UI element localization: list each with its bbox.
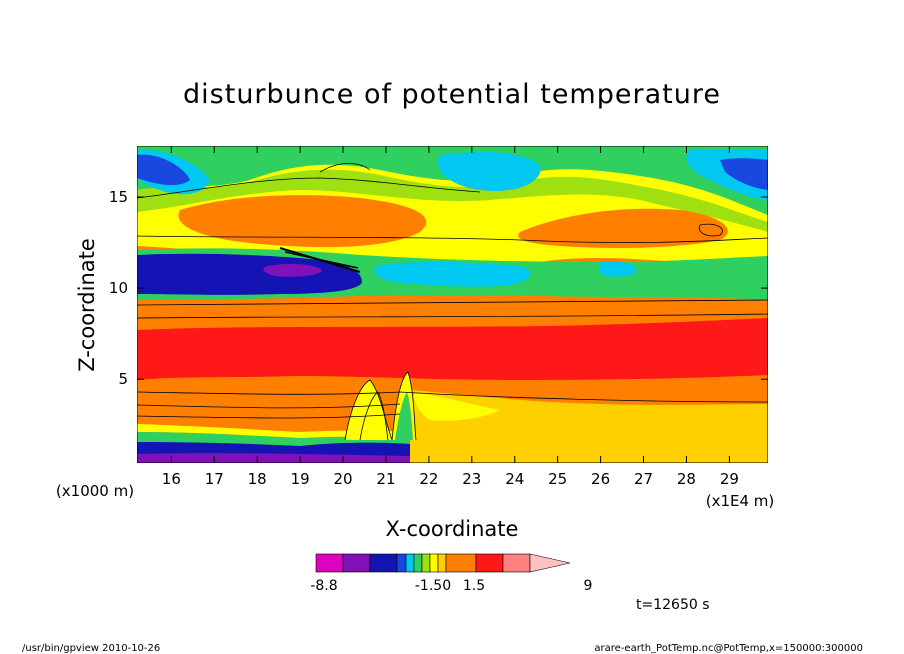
footer-right: arare-earth_PotTemp.nc@PotTemp,x=150000:… [594, 643, 863, 654]
contour-upper-blue-right [720, 158, 768, 190]
colorbar-segment [437, 553, 447, 573]
contour-upper-lightgreen [137, 169, 768, 232]
y-tick-label: 10 [109, 279, 128, 297]
plot-area [137, 146, 768, 463]
x-tick-label: 28 [677, 470, 696, 488]
footer-left: /usr/bin/gpview 2010-10-26 [22, 643, 160, 654]
y-axis-label: Z-coordinate [75, 238, 99, 372]
x-tick-label: 17 [205, 470, 224, 488]
contour-boundary-violet [137, 453, 410, 463]
colorbar-segment [502, 553, 531, 573]
contour-cold-band-cyan-right [374, 262, 531, 287]
contour-lower-lightyellow [414, 392, 500, 421]
x-tick-label: 26 [591, 470, 610, 488]
contour-lower-yellow [410, 390, 768, 463]
contour-upper-orange-lens-right [518, 208, 728, 248]
colorbar-segment [342, 553, 371, 573]
colorbar-label: -8.8 [310, 578, 337, 594]
x-tick-label: 20 [333, 470, 352, 488]
contour-warm-core-red [137, 318, 768, 380]
time-label: t=12650 s [636, 597, 710, 613]
x-axis-label: X-coordinate [386, 517, 519, 541]
y-tick-label: 5 [118, 370, 128, 388]
colorbar-segment [421, 553, 431, 573]
colorbar-label: -1.50 [415, 578, 451, 594]
x-tick-label: 19 [291, 470, 310, 488]
colorbar-segment [369, 553, 398, 573]
y-tick-label: 15 [109, 188, 128, 206]
x-tick-label: 18 [248, 470, 267, 488]
contour-cold-band-cyan-far [600, 261, 637, 277]
contour-wave-plume-green [395, 392, 413, 440]
colorbar-label: 9 [584, 578, 593, 594]
x-tick-label: 23 [462, 470, 481, 488]
x-tick-label: 21 [376, 470, 395, 488]
x-tick-label: 22 [419, 470, 438, 488]
x-tick-label: 16 [162, 470, 181, 488]
contour-boundary-yellow-strip [137, 424, 410, 438]
x-tick-label: 27 [634, 470, 653, 488]
colorbar-segment [475, 553, 504, 573]
colorbar-segment [413, 553, 423, 573]
colorbar-label: 1.5 [463, 578, 485, 594]
colorbar-segment [445, 553, 477, 573]
x-tick-label: 29 [720, 470, 739, 488]
colorbar-segment [429, 553, 439, 573]
contour-cold-band-blue [137, 253, 362, 295]
colorbar-segment [405, 553, 415, 573]
x-tick-label: 25 [548, 470, 567, 488]
x-unit-right: (x1E4 m) [706, 492, 775, 510]
colorbar-arrow [529, 553, 571, 573]
colorbar [315, 553, 571, 573]
y-axis: 5 10 15 [109, 188, 768, 388]
x-tick-label: 24 [505, 470, 524, 488]
x-unit-left: (x1000 m) [56, 482, 134, 500]
x-axis: 16 17 18 19 20 21 22 23 24 25 26 27 28 29 [162, 146, 739, 488]
colorbar-labels: -8.8 -1.50 1.5 9 [310, 578, 592, 594]
contour-cold-band-violet [263, 263, 322, 277]
chart-title: disturbunce of potential temperature [183, 79, 721, 110]
colorbar-segment [396, 553, 407, 573]
contour-upper-orange-lens-left [178, 195, 427, 248]
contour-upper-blue-left [137, 154, 190, 186]
colorbar-segment [315, 553, 344, 573]
contour-upper-cyan-mid [438, 152, 541, 191]
